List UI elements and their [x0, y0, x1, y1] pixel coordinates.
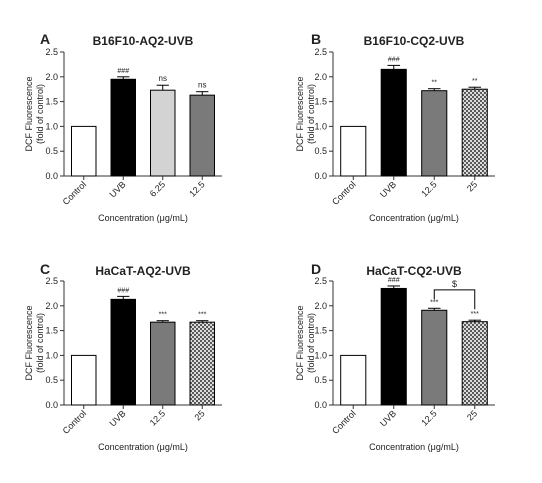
y-tick-label: 2.0	[314, 301, 327, 311]
chart-panel-a: A B16F10-AQ2-UVB DCF Fluorescence (fold of …	[24, 31, 222, 223]
panel-letter: D	[311, 261, 321, 277]
data-label: **	[432, 80, 438, 87]
y-axis-label: DCF Fluorescence	[24, 76, 34, 151]
x-tick-label: 12.5	[419, 408, 438, 427]
data-label: ns	[198, 81, 206, 90]
x-tick-label: Control	[61, 179, 89, 207]
x-axis-label: Concentration (μg/mL)	[98, 213, 188, 223]
bar	[110, 298, 136, 406]
y-axis-label: DCF Fluorescence	[295, 76, 305, 151]
y-tick-label: 2.0	[314, 72, 327, 82]
bar	[189, 94, 215, 177]
panel-letter: C	[40, 261, 50, 277]
y-tick-label: 1.0	[45, 121, 58, 131]
data-label: ###	[117, 68, 129, 75]
y-tick-label: 0.5	[314, 146, 327, 156]
bar	[340, 354, 367, 406]
x-tick-label: UVB	[378, 179, 398, 199]
chart-title: HaCaT-AQ2-UVB	[95, 264, 191, 278]
y-tick-label: 0.5	[314, 375, 327, 385]
x-axis-label: Concentration (μg/mL)	[98, 442, 188, 452]
y-tick-label: 2.5	[45, 276, 58, 286]
y-tick-label: 2.0	[45, 301, 58, 311]
x-tick-label: 25	[465, 179, 479, 193]
data-label: ns	[159, 74, 167, 83]
y-axis-label: (fold of control)	[35, 313, 45, 373]
x-axis-label: Concentration (μg/mL)	[369, 442, 459, 452]
x-tick-label: 12.5	[419, 179, 438, 198]
data-label: ***	[430, 299, 438, 306]
data-label: **	[472, 78, 478, 85]
x-tick-label: Control	[330, 408, 358, 436]
bar	[380, 68, 407, 177]
bar	[421, 90, 448, 177]
bar	[340, 125, 367, 177]
y-axis-label: (fold of control)	[35, 84, 45, 144]
panel-letter: A	[40, 31, 50, 47]
bar	[150, 89, 176, 177]
y-tick-label: 1.0	[314, 350, 327, 360]
y-tick-label: 0.0	[314, 171, 327, 181]
x-tick-label: UVB	[378, 408, 398, 428]
x-tick-label: Control	[330, 179, 358, 207]
panel-letter: B	[311, 31, 321, 47]
x-tick-label: 25	[465, 408, 479, 422]
y-axis-label: (fold of control)	[306, 84, 316, 144]
chart-panel-b: B B16F10-CQ2-UVB DCF Fluorescence (fold of …	[295, 31, 495, 223]
y-axis-label: DCF Fluorescence	[295, 305, 305, 380]
y-tick-label: 1.0	[45, 350, 58, 360]
chart-title: HaCaT-CQ2-UVB	[366, 264, 462, 278]
y-tick-label: 0.0	[45, 171, 58, 181]
y-tick-label: 1.5	[45, 97, 58, 107]
bar	[461, 88, 488, 177]
bar	[189, 321, 215, 406]
y-tick-label: 0.0	[314, 400, 327, 410]
x-tick-label: UVB	[108, 179, 128, 199]
y-tick-label: 0.0	[45, 400, 58, 410]
x-tick-label: 25	[193, 408, 207, 422]
significance-bracket	[433, 289, 476, 310]
data-label: ***	[471, 311, 479, 318]
y-axis-label: (fold of control)	[306, 313, 316, 373]
data-label: ###	[388, 277, 400, 284]
chart-panel-c: C HaCaT-AQ2-UVB DCF Fluorescence (fold of c…	[24, 261, 222, 452]
bar	[421, 309, 448, 406]
bar	[150, 321, 176, 406]
x-tick-label: UVB	[108, 408, 128, 428]
y-tick-label: 2.5	[314, 276, 327, 286]
chart-title: B16F10-CQ2-UVB	[364, 34, 465, 48]
bar	[71, 125, 97, 177]
data-label: ***	[198, 312, 206, 319]
y-tick-label: 0.5	[45, 375, 58, 385]
data-label: ###	[388, 56, 400, 63]
y-tick-label: 2.5	[314, 47, 327, 57]
chart-title: B16F10-AQ2-UVB	[93, 34, 194, 48]
x-tick-label: 6.25	[148, 179, 167, 198]
x-tick-label: 12.5	[187, 179, 206, 198]
y-tick-label: 1.5	[314, 326, 327, 336]
y-axis-label: DCF Fluorescence	[24, 305, 34, 380]
data-label: ###	[117, 287, 129, 294]
bracket-label: $	[452, 279, 457, 289]
chart-panel-d: D HaCaT-CQ2-UVB DCF Fluorescence (fold of c…	[295, 261, 495, 452]
y-tick-label: 1.5	[45, 326, 58, 336]
bar	[461, 321, 488, 406]
data-label: ***	[159, 312, 167, 319]
bar	[380, 287, 407, 406]
y-tick-label: 1.0	[314, 121, 327, 131]
y-tick-label: 1.5	[314, 97, 327, 107]
y-tick-label: 2.0	[45, 72, 58, 82]
y-tick-label: 2.5	[45, 47, 58, 57]
x-tick-label: Control	[61, 408, 89, 436]
x-axis-label: Concentration (μg/mL)	[369, 213, 459, 223]
y-tick-label: 0.5	[45, 146, 58, 156]
bar	[110, 78, 136, 177]
x-tick-label: 12.5	[148, 408, 167, 427]
bar	[71, 354, 97, 406]
